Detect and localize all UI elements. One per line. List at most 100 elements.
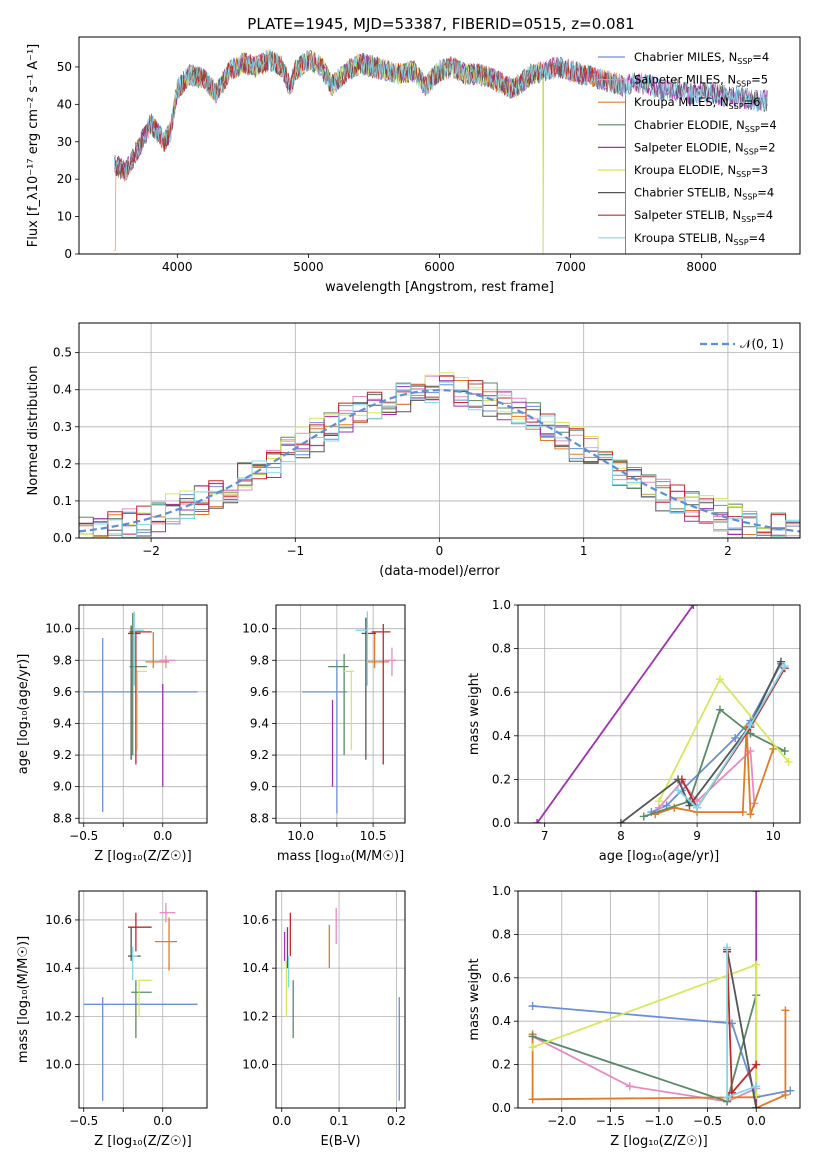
legend-count: =2 (759, 140, 776, 154)
y-tick-label: 0 (64, 247, 72, 261)
x-tick-label: 10.0 (287, 829, 314, 843)
y-tick-label: 9.4 (53, 716, 72, 730)
panel-mass-vs-reddening: 0.0 0.1 0.2 10.0 10.2 10.4 10.6 E(B-V) (242, 890, 406, 1149)
weight-marker (528, 1032, 537, 1041)
axes-frame (78, 36, 801, 255)
x-tick-label: 7000 (555, 260, 586, 274)
plot-area (83, 903, 198, 1101)
weight-marker (693, 803, 702, 812)
weight-marker (752, 1060, 761, 1069)
figure-title: PLATE=1945, MJD=53387, FIBERID=0515, z=0… (247, 15, 634, 33)
y-tick-label: 9.6 (250, 685, 269, 699)
axes-frame (275, 604, 406, 824)
y-tick-label: 9.2 (53, 748, 72, 762)
legend-count: =5 (751, 73, 768, 87)
panel-residuals: −2 −1 0 1 2 0.0 0.1 0.2 0.3 0.4 0.5 (data-model)/er… (26, 322, 801, 579)
weight-line (654, 727, 775, 816)
axes-frame (517, 890, 801, 1109)
spectrum-line (114, 48, 768, 181)
panel-spectrum: 4000 5000 6000 7000 8000 0 10 20 30 40 50 wavelengt… (26, 36, 801, 295)
x-axis-label: mass [log₁₀(M/M☉)] (277, 849, 404, 864)
y-tick-label: 10.0 (45, 1058, 72, 1072)
legend-subscript: SSP (742, 193, 757, 202)
weight-marker (528, 1043, 537, 1052)
weight-marker (677, 775, 686, 784)
y-tick-label: 0.6 (492, 685, 511, 699)
y-tick-label: 50 (57, 60, 72, 74)
axes-frame (517, 604, 801, 824)
weight-line (536, 605, 695, 823)
plot-area (79, 372, 800, 538)
axes-frame (78, 890, 208, 1109)
y-axis-label: age [log₁₀(age/yr)] (16, 654, 31, 775)
y-tick-label: 10.6 (242, 913, 269, 927)
y-tick-label: 0.8 (492, 927, 511, 941)
y-tick-label: 0.0 (492, 816, 511, 830)
weight-marker (752, 1104, 761, 1108)
histogram-step (79, 381, 800, 538)
legend-subscript: SSP (741, 215, 756, 224)
y-tick-label: 0.3 (53, 420, 72, 434)
x-axis-label: Z [log₁₀(Z/Z☉)] (610, 1134, 707, 1149)
y-tick-label: 9.8 (250, 653, 269, 667)
weight-marker (752, 1082, 761, 1091)
y-tick-label: 0.4 (492, 729, 511, 743)
x-axis-label: (data-model)/error (379, 564, 500, 579)
y-tick-label: 9.4 (250, 716, 269, 730)
legend-count: =4 (752, 50, 769, 64)
legend-entry: Kroupa ELODIE, NSSP=3 (634, 163, 768, 179)
x-tick-label: 2 (724, 544, 732, 558)
weight-marker (786, 1086, 795, 1095)
y-tick-label: 20 (57, 172, 72, 186)
axes-frame (78, 322, 801, 539)
x-axis-label: wavelength [Angstrom, rest frame] (325, 280, 554, 295)
legend-entry: Salpeter MILES, NSSP=5 (634, 73, 768, 89)
x-axis-label: E(B-V) (320, 1134, 360, 1149)
x-tick-label: 0.0 (153, 1114, 172, 1128)
legend-entry: Chabrier ELODIE, NSSP=4 (634, 118, 777, 134)
x-tick-label: 0.0 (153, 829, 172, 843)
weight-marker (715, 675, 724, 684)
x-tick-label: −2 (142, 544, 160, 558)
weight-line (651, 663, 782, 813)
legend-subscript: SSP (745, 125, 760, 134)
weight-marker (738, 808, 747, 817)
y-tick-label: 9.6 (53, 685, 72, 699)
weight-marker (784, 757, 793, 766)
y-tick-label: 0.2 (53, 457, 72, 471)
legend-count: =3 (751, 163, 768, 177)
legend-entry: Chabrier STELIB, NSSP=4 (634, 186, 774, 202)
x-axis-label: Z [log₁₀(Z/Z☉)] (94, 849, 191, 864)
y-tick-label: 9.0 (53, 780, 72, 794)
weight-marker (625, 1082, 634, 1091)
weight-marker (731, 733, 740, 742)
y-tick-label: 9.0 (250, 780, 269, 794)
y-tick-label: 0.4 (53, 383, 72, 397)
axes-frame (78, 604, 208, 824)
legend-entry: Kroupa STELIB, NSSP=4 (634, 231, 765, 247)
y-tick-label: 0.6 (492, 971, 511, 985)
weight-marker (616, 819, 625, 823)
y-tick-label: 0.0 (492, 1101, 511, 1115)
panel-mass-vs-metallicity: −0.5 0.0 10.0 10.2 10.4 10.6 Z [log₁₀(Z/Z☉)] ma… (16, 890, 208, 1149)
weight-marker (746, 720, 755, 729)
x-tick-label: 10.5 (360, 829, 387, 843)
panel-age-vs-mass: 10.0 10.5 8.8 9.0 9.2 9.4 9.6 9.8 10.0 mass [log₁… (242, 604, 406, 864)
y-tick-label: 10.0 (242, 1058, 269, 1072)
weight-line (532, 1005, 791, 1099)
axes-frame (275, 890, 406, 1109)
y-tick-label: 30 (57, 135, 72, 149)
x-tick-label: −2.0 (547, 1114, 576, 1128)
weight-marker (780, 662, 789, 671)
x-tick-label: −0.5 (69, 1114, 98, 1128)
panel-weight-vs-age: 7 8 9 10 0.0 0.2 0.4 0.6 0.8 1.0 age [log₁₀(age/yr… (467, 598, 801, 864)
x-tick-label: 4000 (162, 260, 193, 274)
weight-marker (639, 812, 648, 821)
weight-marker (752, 891, 761, 895)
y-tick-label: 8.8 (250, 811, 269, 825)
weight-marker (685, 801, 694, 810)
panel-age-vs-metallicity: −0.5 0.0 8.8 9.0 9.2 9.4 9.6 9.8 10.0 Z [log₁₀(Z/… (16, 604, 208, 864)
y-tick-label: 0.0 (53, 531, 72, 545)
weight-line (677, 665, 786, 810)
